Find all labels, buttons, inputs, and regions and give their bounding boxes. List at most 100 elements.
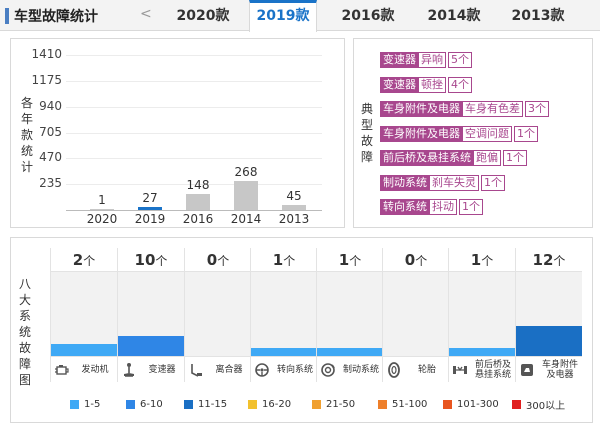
system-gauge (118, 272, 184, 356)
faults-label-char: 型 (360, 118, 373, 132)
y-tick-label: 1410 (31, 47, 62, 61)
system-count-unit: 个 (155, 254, 168, 268)
fault-row[interactable]: 车身附件及电器 空调问题 1个 (380, 125, 538, 142)
fault-type-tag[interactable]: 跑偏 (474, 150, 501, 166)
system-count-unit: 个 (349, 254, 362, 268)
system-count-unit: 个 (553, 254, 566, 268)
fault-row[interactable]: 前后桥及悬挂系统 跑偏 1个 (380, 150, 527, 166)
car-electrics-icon (519, 362, 535, 378)
gear-shift-icon (121, 362, 137, 378)
legend-label: 1-5 (84, 398, 101, 410)
fault-system-tag[interactable]: 车身附件及电器 (380, 125, 463, 142)
system-footer[interactable]: 发动机 (51, 356, 117, 382)
system-gauge-fill (449, 347, 515, 356)
legend-swatch (312, 399, 321, 409)
faults-label-char: 障 (360, 150, 373, 164)
system-count-unit: 个 (481, 254, 494, 268)
fault-system-tag[interactable]: 车身附件及电器 (380, 101, 463, 117)
system-footer[interactable]: 车身附件及电器 (516, 356, 582, 382)
steering-wheel-icon (254, 362, 270, 378)
bar-value-label: 148 (186, 177, 210, 192)
system-footer[interactable]: 轮胎 (383, 356, 449, 382)
fault-type-tag[interactable]: 空调问题 (463, 125, 512, 142)
system-count-value: 0 (206, 251, 218, 269)
fault-type-tag[interactable]: 车身有色差 (463, 101, 523, 117)
legend-item: 51-100 (378, 397, 427, 411)
system-footer[interactable]: 前后桥及悬挂系统 (449, 356, 515, 382)
legend-item: 11-15 (184, 397, 227, 411)
systems-label-char: 系 (18, 309, 31, 323)
system-count-value: 2 (72, 251, 84, 269)
tab-2014[interactable]: 2014款 (427, 8, 481, 24)
chart-ylabel: 各 年 款 统 计 (20, 95, 34, 175)
system-column: 1个前后桥及悬挂系统 (448, 248, 515, 382)
tab-2016[interactable]: 2016款 (341, 8, 395, 24)
system-gauge-fill (118, 335, 184, 356)
y-gridline (66, 80, 322, 82)
y-gridline (66, 158, 322, 160)
system-footer[interactable]: 转向系统 (251, 356, 317, 382)
fault-type-tag[interactable]: 抖动 (430, 199, 457, 215)
system-name-label: 前后桥及悬挂系统 (474, 359, 511, 380)
legend-label: 300以上 (526, 400, 566, 412)
systems-label-char: 统 (18, 325, 31, 339)
fault-row[interactable]: 制动系统 刹车失灵 1个 (380, 174, 505, 191)
bar-2016 (186, 193, 210, 210)
system-count-header: 2个 (51, 248, 117, 272)
fault-system-tag[interactable]: 变速器 (380, 52, 419, 68)
fault-count-tag: 1个 (514, 125, 538, 142)
tab-2013[interactable]: 2013款 (511, 8, 565, 24)
prev-arrow-button[interactable]: < (140, 6, 152, 22)
system-footer[interactable]: 离合器 (185, 356, 251, 382)
system-count-header: 0个 (185, 248, 251, 272)
system-count-unit: 个 (217, 254, 230, 268)
fault-type-tag[interactable]: 刹车失灵 (430, 174, 479, 191)
fault-row[interactable]: 变速器 顿挫 4个 (380, 76, 472, 93)
system-name-label: 轮胎 (417, 364, 436, 375)
bar-2020 (90, 209, 114, 210)
system-column: 10个 变速器 (117, 248, 184, 382)
fault-system-tag[interactable]: 制动系统 (380, 174, 430, 191)
fault-system-tag[interactable]: 转向系统 (380, 199, 430, 215)
tab-2019[interactable]: 2019款 (249, 0, 317, 32)
ylabel-char: 款 (20, 128, 33, 142)
fault-type-tag[interactable]: 顿挫 (419, 76, 446, 93)
y-gridline (66, 132, 322, 134)
systems-label: 八 大 系 统 故 障 图 (18, 276, 32, 388)
fault-row[interactable]: 转向系统 抖动 1个 (380, 199, 483, 215)
faults-label: 典 型 故 障 (360, 101, 374, 165)
fault-row[interactable]: 变速器 异响 5个 (380, 52, 472, 68)
x-axis-line (66, 210, 322, 211)
legend-swatch (184, 399, 193, 409)
system-footer[interactable]: 变速器 (118, 356, 184, 382)
fault-count-tag: 5个 (448, 52, 472, 68)
system-name-label: 制动系统 (342, 364, 379, 375)
system-column: 0个离合器 (184, 248, 251, 382)
fault-type-tag[interactable]: 异响 (419, 52, 446, 68)
legend-label: 51-100 (392, 398, 428, 410)
legend-swatch (378, 399, 387, 409)
tab-2020[interactable]: 2020款 (176, 8, 230, 24)
fault-system-tag[interactable]: 前后桥及悬挂系统 (380, 150, 474, 166)
faults-label-char: 故 (360, 134, 373, 148)
system-column: 2个发动机 (50, 248, 117, 382)
header-bar: 车型故障统计 < 2020款 2019款 2016款 2014款 2013款 (0, 0, 600, 32)
system-count-unit: 个 (83, 254, 96, 268)
system-gauge-fill (51, 344, 117, 356)
bar-2013 (282, 205, 306, 210)
systems-label-char: 八 (18, 277, 31, 291)
fault-row[interactable]: 车身附件及电器 车身有色差 3个 (380, 101, 549, 117)
legend-label: 101-300 (457, 398, 499, 410)
system-gauge (317, 272, 383, 356)
system-count-header: 1个 (449, 248, 515, 272)
fault-system-tag[interactable]: 变速器 (380, 76, 419, 93)
legend-item: 21-50 (312, 397, 355, 411)
systems-label-char: 障 (18, 357, 31, 371)
suspension-icon (452, 362, 468, 378)
header-title-block: 车型故障统计 (0, 0, 130, 31)
legend-swatch (512, 399, 521, 409)
system-name-label: 离合器 (215, 364, 243, 375)
system-footer[interactable]: 制动系统 (317, 356, 383, 382)
fault-count-tag: 1个 (503, 150, 527, 166)
ylabel-char: 各 (20, 96, 33, 110)
